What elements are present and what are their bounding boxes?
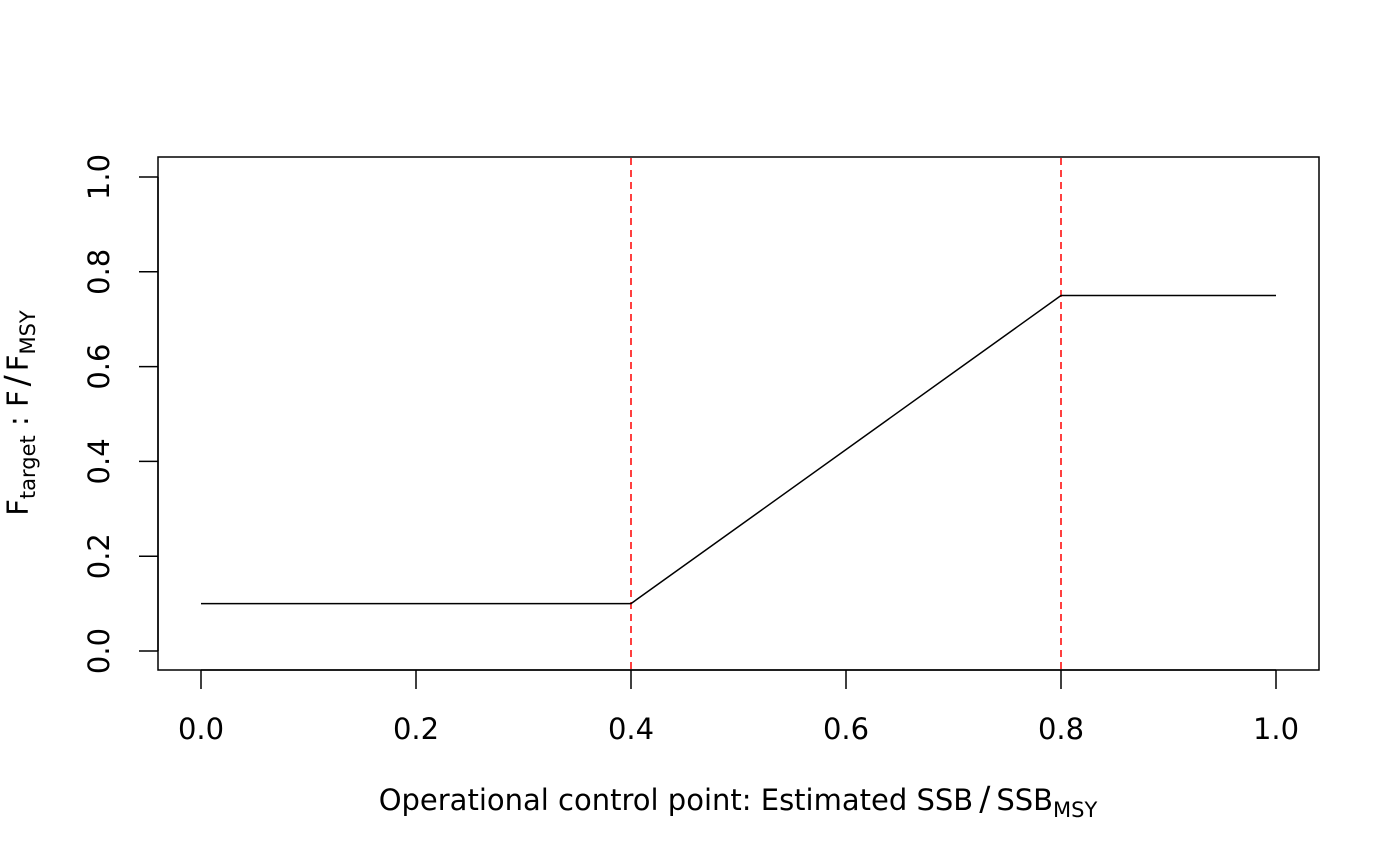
x-tick-label: 0.0 <box>178 712 224 746</box>
plot-box <box>157 156 1320 671</box>
series-group <box>201 294 1276 605</box>
x-axis: 0.0 0.2 0.4 0.6 0.8 1.0 <box>178 669 1299 746</box>
x-tick-label: 0.6 <box>823 712 869 746</box>
y-axis-label-colon: : <box>1 407 35 435</box>
y-axis-label-sub3: MSY <box>16 310 40 354</box>
y-axis-label: Ftarget : F/FMSY <box>0 310 40 516</box>
x-axis-label-num: SSB <box>996 783 1053 817</box>
y-tick-label: 0.4 <box>82 438 116 484</box>
y-axis: 0.0 0.2 0.4 0.6 0.8 1.0 <box>82 154 159 674</box>
y-axis-label-sub1: target <box>16 435 40 499</box>
y-axis-label-f1: F <box>1 499 35 516</box>
x-axis-label: Operational control point: Estimated SSB… <box>379 779 1098 822</box>
x-axis-label-sep: / <box>979 779 991 818</box>
x-tick-label: 0.8 <box>1038 712 1084 746</box>
x-axis-label-sub: MSY <box>1053 798 1097 822</box>
y-tick-label: 0.0 <box>82 628 116 674</box>
reference-lines <box>630 158 1062 669</box>
y-axis-label-sep: / <box>0 374 36 386</box>
y-tick-label: 0.8 <box>82 249 116 295</box>
series-line <box>201 294 1276 605</box>
x-tick-label: 1.0 <box>1253 712 1299 746</box>
y-axis-label-f2: F <box>1 390 35 407</box>
x-tick-label: 0.2 <box>393 712 439 746</box>
y-axis-label-f3: F <box>1 355 35 372</box>
x-tick-label: 0.4 <box>608 712 654 746</box>
y-tick-label: 0.2 <box>82 533 116 579</box>
y-tick-label: 0.6 <box>82 344 116 390</box>
y-tick-label: 1.0 <box>82 154 116 200</box>
x-axis-label-main: Operational control point: Estimated SSB <box>379 783 974 817</box>
